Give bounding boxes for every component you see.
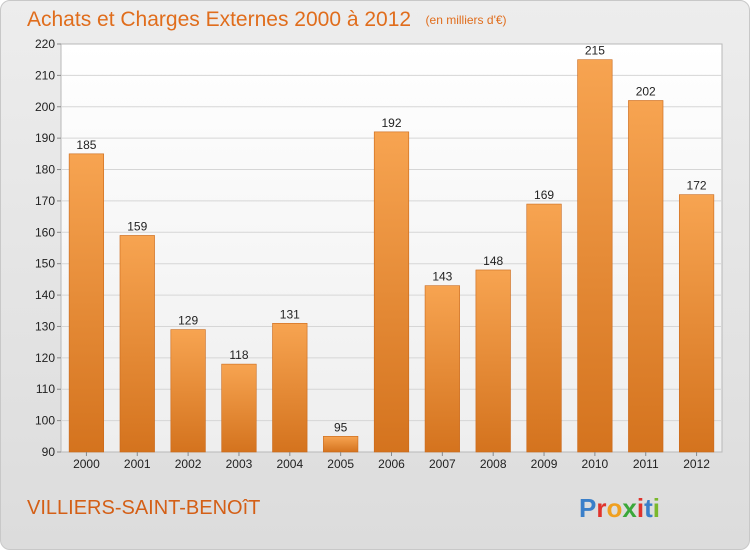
bar-2010 xyxy=(577,59,613,453)
bar-2009 xyxy=(526,203,562,453)
bar-2007 xyxy=(424,285,460,453)
x-tick-label: 2006 xyxy=(378,457,405,471)
brand-letter: i xyxy=(653,493,660,523)
bar-value-label: 118 xyxy=(229,348,248,362)
x-tick-label: 2008 xyxy=(480,457,507,471)
brand-letter: i xyxy=(637,493,644,523)
x-tick-label: 2000 xyxy=(73,457,100,471)
bar-value-label: 148 xyxy=(483,254,503,268)
y-tick-label: 100 xyxy=(35,414,55,428)
x-tick-label: 2002 xyxy=(175,457,202,471)
x-tick-label: 2001 xyxy=(124,457,151,471)
y-tick-label: 180 xyxy=(35,163,55,177)
bar-2005 xyxy=(323,436,359,453)
y-tick-label: 160 xyxy=(35,225,55,239)
bar-2012 xyxy=(678,194,715,453)
x-tick-label: 2004 xyxy=(276,457,303,471)
x-tick-label: 2011 xyxy=(633,457,659,471)
bar-value-label: 185 xyxy=(76,138,96,152)
bar-2002 xyxy=(170,329,206,453)
brand-letter: r xyxy=(596,493,606,523)
brand-letter: x xyxy=(622,493,637,523)
y-tick-label: 130 xyxy=(35,319,55,333)
bar-value-label: 159 xyxy=(127,219,147,233)
y-tick-label: 110 xyxy=(36,382,55,396)
y-tick-label: 140 xyxy=(35,288,55,302)
bar-value-label: 202 xyxy=(636,84,656,98)
bar-value-label: 129 xyxy=(178,314,198,328)
brand-letter: o xyxy=(606,493,622,523)
x-tick-label: 2012 xyxy=(683,457,710,471)
x-tick-label: 2010 xyxy=(582,457,609,471)
x-tick-label: 2009 xyxy=(531,457,558,471)
x-tick-label: 2007 xyxy=(429,457,456,471)
bar-2001 xyxy=(119,235,155,453)
bar-2008 xyxy=(475,269,511,453)
y-tick-label: 210 xyxy=(35,68,55,82)
bar-value-label: 143 xyxy=(432,270,452,284)
brand-letter: t xyxy=(644,493,653,523)
bar-2011 xyxy=(628,100,664,453)
bar-value-label: 169 xyxy=(534,188,554,202)
bar-value-label: 192 xyxy=(381,116,401,130)
bar-2006 xyxy=(373,131,410,453)
chart-title: Achats et Charges Externes 2000 à 2012 (… xyxy=(27,8,507,31)
y-tick-label: 200 xyxy=(35,100,55,114)
bar-value-label: 215 xyxy=(585,44,605,58)
bar-2004 xyxy=(272,323,308,453)
bar-value-label: 95 xyxy=(334,420,348,434)
y-tick-label: 120 xyxy=(35,351,55,365)
y-tick-label: 170 xyxy=(35,194,55,208)
x-tick-label: 2005 xyxy=(327,457,354,471)
y-tick-label: 220 xyxy=(35,37,55,51)
x-axis: 2000 2001 2002 2003 2004 2005 2006 2007 2008 2009… xyxy=(73,452,710,471)
brand-letter: P xyxy=(579,493,596,523)
bar-2003 xyxy=(221,363,257,453)
bar-value-label: 131 xyxy=(280,307,300,321)
y-axis: 90 100 110 120 130 140 150 160 170 180 190 200 210 22… xyxy=(35,37,61,459)
y-tick-label: 150 xyxy=(35,257,55,271)
bar-value-label: 172 xyxy=(687,179,707,193)
city-name: VILLIERS-SAINT-BENOîT xyxy=(27,497,260,519)
y-tick-label: 190 xyxy=(35,131,55,145)
bar-2000 xyxy=(68,153,105,453)
proxiti-logo: Proxiti xyxy=(579,493,660,523)
x-tick-label: 2003 xyxy=(226,457,253,471)
bars: 185 159 129 118 131 95 192 143 148 169 215 202 172 xyxy=(68,44,715,453)
y-tick-label: 90 xyxy=(42,445,56,459)
